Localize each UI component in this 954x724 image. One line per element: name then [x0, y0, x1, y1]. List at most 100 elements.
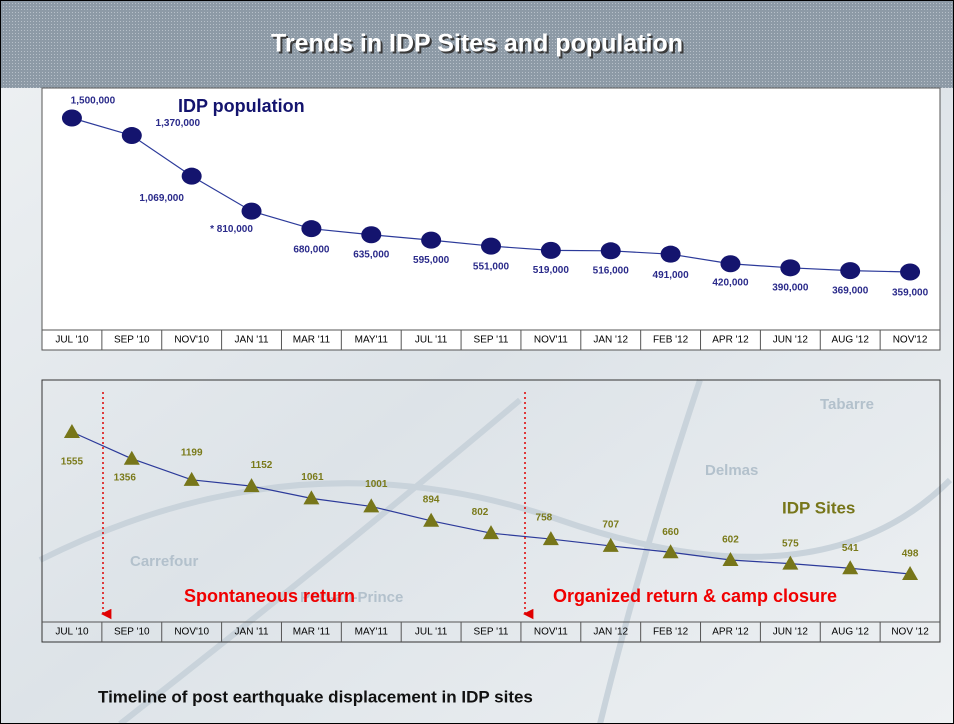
marker — [602, 537, 619, 552]
marker — [660, 245, 681, 263]
x-tick-label: AUG '12 — [831, 627, 869, 638]
value-label: 1001 — [365, 479, 388, 490]
x-tick-label: FEB '12 — [653, 627, 689, 638]
value-label: 660 — [662, 527, 679, 538]
x-tick-label: JUN '12 — [773, 627, 809, 638]
value-label: 551,000 — [473, 262, 510, 273]
value-label: 519,000 — [533, 265, 570, 276]
value-label: 602 — [722, 535, 739, 546]
marker — [900, 263, 921, 281]
x-tick-label: MAY'11 — [355, 335, 389, 346]
x-tick-label: JUL '11 — [415, 335, 448, 346]
marker — [301, 220, 322, 238]
x-tick-label: MAY'11 — [355, 627, 389, 638]
map-label: Delmas — [705, 462, 758, 479]
value-label: 1,069,000 — [139, 193, 184, 204]
x-tick-label: SEP '11 — [474, 627, 509, 638]
value-label: 516,000 — [593, 265, 630, 276]
x-tick-label: JUN '12 — [773, 335, 809, 346]
x-tick-label: JAN '11 — [235, 627, 269, 638]
marker — [600, 242, 621, 260]
value-label: 575 — [782, 538, 799, 549]
marker — [243, 478, 260, 493]
marker — [542, 531, 559, 546]
x-tick-label: MAR '11 — [293, 335, 331, 346]
x-tick-label: MAR '11 — [293, 627, 331, 638]
value-label: 369,000 — [832, 285, 869, 296]
chart-1-frame — [41, 87, 941, 351]
marker — [363, 498, 380, 513]
x-tick-label: APR '12 — [712, 335, 749, 346]
value-label: 1199 — [181, 447, 203, 458]
marker — [361, 226, 382, 244]
value-label: 802 — [472, 507, 489, 518]
marker — [421, 231, 442, 249]
x-tick-label: JAN '11 — [235, 335, 269, 346]
marker — [481, 237, 501, 255]
marker — [662, 544, 679, 559]
marker — [840, 262, 861, 280]
chart-title: IDP Sites — [782, 498, 855, 517]
x-tick-label: NOV'10 — [174, 335, 209, 346]
x-tick-label: JAN '12 — [593, 627, 628, 638]
marker — [780, 259, 801, 277]
x-tick-label: NOV'11 — [534, 627, 568, 638]
value-label: 1152 — [251, 460, 273, 471]
annotation: Organized return & camp closure — [553, 586, 837, 606]
marker — [63, 424, 80, 438]
value-label: 390,000 — [772, 282, 809, 293]
value-label: 707 — [602, 520, 619, 531]
value-label: 894 — [423, 494, 440, 505]
x-tick-label: SEP '10 — [114, 627, 150, 638]
marker — [61, 109, 82, 127]
caption: Timeline of post earthquake displacement… — [98, 687, 533, 706]
marker — [183, 471, 200, 486]
marker — [842, 560, 859, 575]
value-label: 491,000 — [653, 270, 690, 281]
value-label: 359,000 — [892, 288, 929, 299]
x-tick-label: AUG '12 — [831, 335, 869, 346]
x-tick-label: JAN '12 — [593, 335, 628, 346]
marker — [423, 512, 440, 527]
marker — [483, 525, 499, 540]
value-label: 680,000 — [293, 244, 330, 255]
x-tick-label: NOV'11 — [534, 335, 568, 346]
x-tick-label: SEP '10 — [114, 335, 150, 346]
marker — [241, 202, 262, 220]
x-tick-label: FEB '12 — [653, 335, 689, 346]
marker — [902, 566, 919, 580]
value-label: 758 — [536, 513, 553, 524]
x-tick-label: APR '12 — [712, 627, 749, 638]
marker — [782, 555, 799, 570]
marker — [181, 167, 202, 185]
x-tick-label: JUL '10 — [55, 335, 89, 346]
chart-2-frame — [41, 379, 941, 643]
marker — [121, 127, 142, 145]
chart-title: IDP population — [178, 96, 305, 116]
marker — [540, 241, 561, 259]
value-label: 595,000 — [413, 255, 450, 266]
marker — [123, 450, 140, 465]
x-tick-label: SEP '11 — [474, 335, 509, 346]
map-label: Carrefour — [130, 553, 199, 570]
annotation: Spontaneous return — [184, 586, 355, 606]
value-label: 498 — [902, 549, 919, 560]
marker — [722, 552, 739, 567]
value-label: 420,000 — [712, 277, 749, 288]
value-label: 541 — [842, 543, 859, 554]
value-label: 1061 — [301, 472, 324, 483]
title: Trends in IDP Sites and population — [271, 30, 683, 58]
marker — [720, 255, 741, 273]
value-label: 1,500,000 — [71, 96, 116, 107]
map-label: Tabarre — [820, 396, 874, 413]
value-label: 635,000 — [353, 249, 390, 260]
marker — [303, 490, 320, 505]
value-label: * 810,000 — [210, 224, 253, 235]
map-label: Port-au-Prince — [300, 589, 403, 606]
x-tick-label: NOV'10 — [174, 627, 209, 638]
x-tick-label: JUL '11 — [415, 627, 448, 638]
value-label: 1,370,000 — [156, 118, 201, 129]
map-roads — [38, 379, 953, 724]
